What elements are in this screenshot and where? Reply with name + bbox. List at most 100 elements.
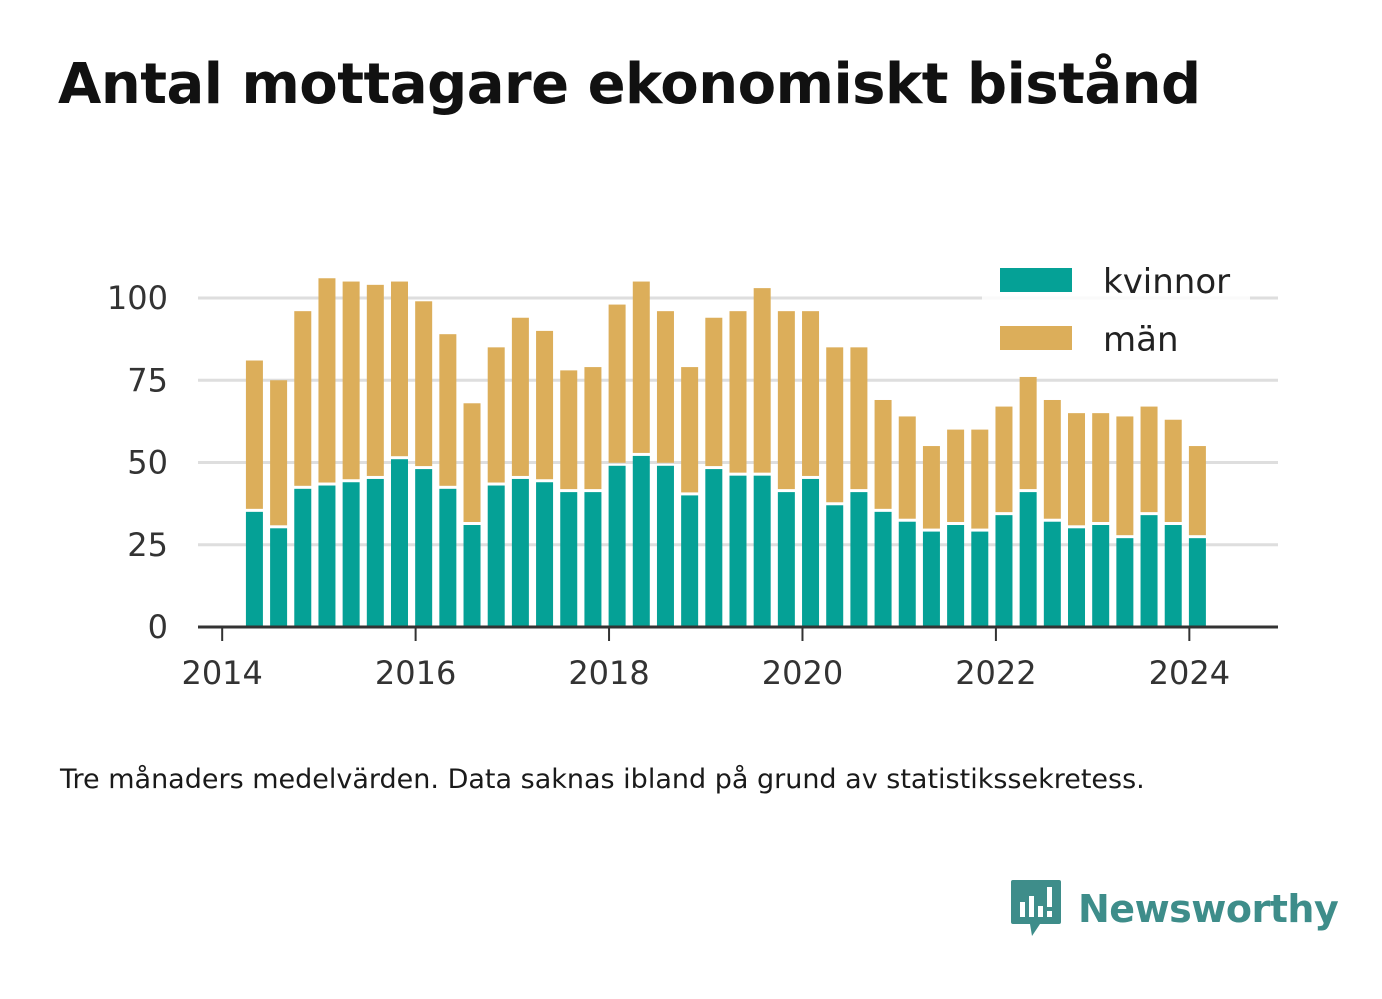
bar-kvinnor (874, 511, 892, 627)
y-tick-label: 50 (127, 444, 168, 482)
bar-kvinnor (584, 492, 602, 627)
y-tick-label: 0 (148, 608, 168, 646)
bar-kvinnor (536, 482, 554, 627)
bar-man (536, 330, 554, 480)
newsworthy-logo-icon (1011, 880, 1061, 936)
bar-man (1164, 419, 1182, 523)
bar-man (270, 380, 288, 526)
bar-man (874, 399, 892, 509)
bar-kvinnor (1188, 538, 1206, 627)
bar-kvinnor (1019, 492, 1037, 627)
bar-man (705, 317, 723, 467)
bar-kvinnor (1140, 515, 1158, 627)
legend-swatch (1000, 326, 1072, 350)
bar-man (656, 311, 674, 463)
bar-man (439, 334, 457, 486)
bar-man (947, 429, 965, 523)
bar-kvinnor (1043, 521, 1061, 627)
bar-kvinnor (802, 478, 820, 627)
bar-man (995, 406, 1013, 513)
legend-label: kvinnor (1103, 262, 1230, 302)
bar-kvinnor (947, 525, 965, 627)
bar-kvinnor (995, 515, 1013, 627)
bar-kvinnor (971, 531, 989, 627)
bar-man (584, 367, 602, 490)
chart-title: Antal mottagare ekonomiskt bistånd (58, 52, 1201, 117)
bar-man (342, 281, 360, 480)
bar-kvinnor (1116, 538, 1134, 627)
bar-man (1116, 416, 1134, 536)
x-tick-label: 2024 (1149, 654, 1230, 692)
bar-kvinnor (681, 495, 699, 627)
bar-man (245, 360, 263, 509)
bar-man (922, 446, 940, 529)
y-tick-label: 100 (107, 279, 168, 317)
bar-kvinnor (245, 511, 263, 627)
x-tick-label: 2020 (762, 654, 843, 692)
bar-kvinnor (826, 505, 844, 627)
bar-kvinnor (560, 492, 578, 627)
bar-kvinnor (390, 459, 408, 627)
bar-kvinnor (415, 469, 433, 627)
chart-footnote: Tre månaders medelvärden. Data saknas ib… (60, 764, 1145, 795)
x-tick-label: 2016 (375, 654, 456, 692)
bar-kvinnor (511, 478, 529, 627)
bar-man (294, 311, 312, 486)
bar-man (463, 403, 481, 523)
legend: kvinnor män (982, 258, 1250, 366)
bar-kvinnor (270, 528, 288, 627)
bar-kvinnor (705, 469, 723, 627)
bar-man (753, 288, 771, 473)
bar-kvinnor (487, 485, 505, 627)
bar-kvinnor (439, 488, 457, 627)
bar-kvinnor (729, 475, 747, 627)
bar-man (1043, 399, 1061, 519)
brand-logo: Newsworthy (1010, 878, 1339, 940)
y-tick-label: 75 (127, 361, 168, 399)
legend-label: män (1103, 320, 1179, 360)
bar-man (366, 284, 384, 476)
bar-kvinnor (342, 482, 360, 627)
x-tick-label: 2018 (568, 654, 649, 692)
brand-name: Newsworthy (1078, 887, 1339, 931)
bars (245, 278, 1206, 627)
bar-man (826, 347, 844, 503)
legend-swatch (1000, 268, 1072, 292)
bar-kvinnor (922, 531, 940, 627)
bar-man (1019, 376, 1037, 490)
x-tick-label: 2022 (955, 654, 1036, 692)
bar-man (850, 347, 868, 490)
y-tick-label: 25 (127, 526, 168, 564)
bar-man (1068, 413, 1086, 526)
bar-man (1188, 446, 1206, 536)
bar-kvinnor (850, 492, 868, 627)
bar-kvinnor (1164, 525, 1182, 627)
bar-man (729, 311, 747, 473)
bar-man (681, 367, 699, 493)
bar-kvinnor (294, 488, 312, 627)
bar-kvinnor (366, 478, 384, 627)
bar-kvinnor (632, 455, 650, 627)
x-tick-label: 2014 (181, 654, 262, 692)
bar-man (1092, 413, 1110, 523)
bar-man (777, 311, 795, 490)
bar-kvinnor (777, 492, 795, 627)
bar-man (560, 370, 578, 490)
bar-man (971, 429, 989, 529)
bar-man (632, 281, 650, 453)
bar-man (415, 301, 433, 467)
bar-man (390, 281, 408, 457)
bar-kvinnor (898, 521, 916, 627)
bar-kvinnor (318, 485, 336, 627)
bar-kvinnor (1068, 528, 1086, 627)
bar-man (898, 416, 916, 519)
bar-kvinnor (608, 465, 626, 627)
bar-man (511, 317, 529, 476)
bar-man (318, 278, 336, 483)
bar-man (487, 347, 505, 483)
bar-kvinnor (753, 475, 771, 627)
bar-man (1140, 406, 1158, 513)
bar-man (802, 311, 820, 476)
axes: 0 25 50 75 100 2014 2016 2018 2020 2022 2024 (107, 279, 1278, 692)
